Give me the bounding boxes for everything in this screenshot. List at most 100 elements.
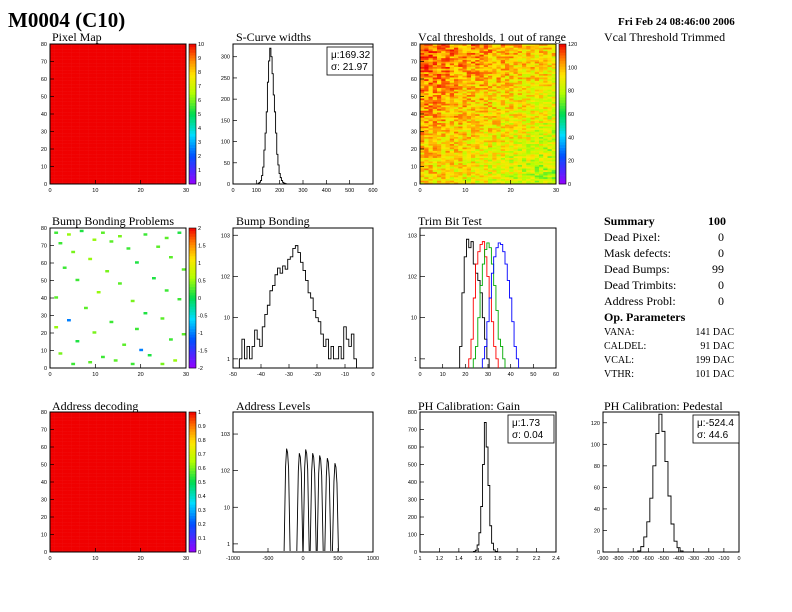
heatmap-cell [454, 84, 459, 87]
heatmap-cell [54, 45, 59, 48]
heatmap-cell [505, 178, 510, 181]
heatmap-cell [513, 138, 518, 141]
heatmap-cell [488, 66, 493, 69]
heatmap-cell [173, 72, 178, 74]
heatmap-cell [118, 180, 123, 183]
heatmap-cell [122, 143, 127, 146]
heatmap-cell [126, 72, 131, 74]
heatmap-cell [84, 117, 89, 120]
heatmap-cell [181, 122, 187, 125]
heatmap-cell [496, 100, 501, 102]
heatmap-cell [71, 136, 76, 139]
heatmap-cell [509, 152, 514, 155]
heatmap-cell [88, 110, 93, 113]
heatmap-cell [50, 93, 55, 95]
heatmap-cell [164, 136, 170, 139]
heatmap-cell [449, 154, 455, 157]
heatmap-cell [526, 61, 531, 64]
heatmap-cell [424, 91, 429, 94]
heatmap-cell [62, 87, 68, 90]
heatmap-cell [522, 114, 527, 116]
heatmap-cell [169, 122, 174, 125]
heatmap-cell [471, 138, 476, 141]
heatmap-cell [177, 58, 182, 60]
heatmap-cell [445, 170, 450, 172]
heatmap-cell [67, 58, 72, 60]
heatmap-cell [113, 177, 119, 179]
heatmap-cell [152, 175, 157, 178]
heatmap-cell [441, 173, 446, 176]
heatmap-cell [122, 145, 127, 148]
heatmap-cell [79, 87, 85, 90]
heatmap-cell [101, 87, 106, 90]
heatmap-cell [84, 154, 89, 157]
heatmap-cell [513, 170, 518, 172]
heatmap-cell [113, 68, 119, 71]
heatmap-cell [62, 94, 68, 97]
heatmap-cell [505, 115, 510, 118]
heatmap-cell [505, 124, 510, 127]
heatmap-cell [496, 149, 501, 151]
heatmap-cell [92, 156, 97, 158]
heatmap-cell [449, 152, 455, 155]
heatmap-cell [539, 170, 544, 172]
heatmap-cell [466, 114, 472, 116]
heatmap-cell [454, 98, 459, 101]
color-bar-segment [189, 181, 196, 185]
heatmap-cell [454, 86, 459, 88]
heatmap-cell [526, 147, 531, 150]
heatmap-cell [156, 84, 161, 87]
heatmap-cell [432, 121, 438, 123]
heatmap-cell [517, 49, 523, 52]
heatmap-cell [483, 135, 489, 137]
heatmap-cell [122, 72, 127, 74]
heatmap-cell [424, 73, 429, 76]
heatmap-cell [130, 108, 136, 111]
heatmap-cell [437, 58, 442, 60]
heatmap-cell [445, 89, 450, 92]
heatmap-cell [139, 136, 144, 139]
heatmap-cell [471, 164, 476, 167]
heatmap-cell [505, 152, 510, 155]
heatmap-cell [79, 145, 85, 148]
heatmap-cell [475, 145, 480, 148]
heatmap-cell [79, 44, 85, 46]
heatmap-cell [67, 54, 72, 57]
heatmap-cell [496, 136, 501, 139]
heatmap-cell [126, 98, 131, 101]
heatmap-cell [454, 164, 459, 167]
heatmap-cell [79, 170, 85, 172]
heatmap-cell [517, 96, 523, 99]
heatmap-cell [526, 152, 531, 155]
heatmap-cell [488, 52, 493, 55]
y-tick-label: 10 [41, 165, 47, 171]
heatmap-cell [67, 110, 72, 113]
heatmap-cell [530, 103, 535, 106]
heatmap-cell [84, 87, 89, 90]
heatmap-cell [424, 154, 429, 157]
heatmap-cell [84, 128, 89, 130]
heatmap-cell [109, 128, 114, 130]
heatmap-cell [475, 143, 480, 146]
heatmap-cell [517, 107, 523, 109]
heatmap-cell [475, 110, 480, 113]
heatmap-cell [109, 68, 114, 71]
heatmap-cell [105, 45, 110, 48]
heatmap-cell [130, 112, 136, 115]
heatmap-cell [454, 110, 459, 113]
heatmap-cell [513, 84, 518, 87]
heatmap-cell [130, 87, 136, 90]
heatmap-cell [462, 173, 467, 176]
heatmap-cell [118, 112, 123, 115]
heatmap-cell [517, 124, 523, 127]
heatmap-cell [147, 142, 153, 144]
heatmap-cell [177, 115, 182, 118]
heatmap-cell [96, 110, 102, 113]
heatmap-cell [126, 68, 131, 71]
heatmap-cell [177, 171, 182, 174]
heatmap-cell [143, 182, 148, 185]
heatmap-cell [437, 61, 442, 64]
heatmap-cell [522, 178, 527, 181]
heatmap-cell [509, 94, 514, 97]
heatmap-cell [530, 70, 535, 73]
